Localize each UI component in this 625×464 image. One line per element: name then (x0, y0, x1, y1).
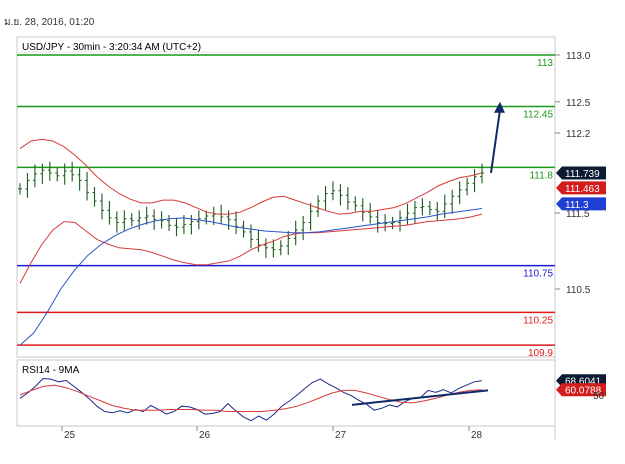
price-badge-label-0: 111.739 (565, 169, 600, 180)
price-series (18, 101, 505, 346)
bollinger-lower-line (19, 213, 483, 284)
x-tick-label-2: 27 (335, 430, 347, 441)
y-tick-label-1: 112.5 (566, 98, 591, 109)
rsi-badge-label-2: 50 (593, 391, 605, 402)
rsi-badge-bg-1 (556, 383, 606, 397)
forecast-arrow-shaft (490, 109, 501, 174)
x-axis-ticks: 25 26 27 28 (61, 426, 483, 441)
forecast-arrow-head (494, 101, 505, 113)
horizontal-levels: 113 112.45 111.8 110.75 110.25 109.9 (17, 54, 555, 359)
rsi-badge-label-0: 68.6041 (565, 377, 602, 388)
rsi-badge-label-1: 60.0788 (565, 386, 602, 397)
level-label-2: 111.8 (529, 170, 553, 181)
y-tick-label-4: 110.5 (566, 285, 591, 296)
price-chart-title: USD/JPY - 30min - 3:20:34 AM (UTC+2) (22, 42, 202, 53)
price-badge-label-1: 111.463 (565, 184, 600, 195)
y-tick-label-0: 113.0 (566, 51, 591, 62)
price-badge-bg-2 (556, 197, 606, 211)
rsi-panel-frame (16, 359, 556, 427)
level-label-4: 110.25 (523, 315, 553, 326)
level-label-0: 113 (537, 58, 553, 69)
rsi-chart-title: RSI14 - 9MA (22, 365, 80, 376)
x-tick-label-3: 28 (471, 430, 483, 441)
price-badge-bg-0 (556, 166, 606, 180)
x-axis-frame (17, 37, 556, 440)
level-label-5: 109.9 (528, 348, 553, 359)
chart-timestamp: ม.ย. 28, 2016, 01:20 (4, 17, 95, 28)
level-label-1: 112.45 (523, 109, 553, 120)
y-tick-label-3: 111.5 (566, 209, 590, 220)
rsi-trendline (351, 389, 489, 406)
price-badge-bg-1 (556, 181, 606, 195)
price-badge-label-2: 111.3 (565, 200, 589, 211)
rsi-ma-line (19, 384, 483, 412)
level-label-3: 110.75 (523, 269, 553, 280)
y-tick-label-2: 112.2 (566, 129, 591, 140)
rsi-series (19, 377, 489, 422)
moving-average-line (19, 208, 483, 346)
x-tick-label-0: 25 (64, 430, 76, 441)
rsi-line (19, 377, 483, 422)
y-axis-ticks: 113.0 112.5 112.2 111.5 110.5 (555, 51, 591, 296)
x-tick-label-1: 26 (199, 430, 211, 441)
bollinger-upper-line (19, 138, 483, 215)
